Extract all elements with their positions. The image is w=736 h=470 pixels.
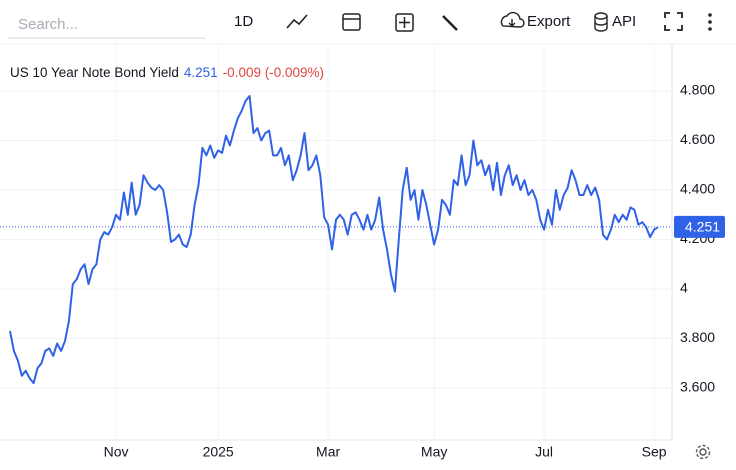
calendar-icon[interactable] [342, 13, 361, 31]
legend: US 10 Year Note Bond Yield 4.251 -0.009 (-… [10, 65, 324, 80]
y-tick-label: 3.800 [680, 329, 715, 345]
x-tick-label: Mar [316, 444, 340, 460]
x-tick-label: 2025 [203, 444, 234, 460]
api-button[interactable]: API [612, 13, 636, 30]
price-line [9, 95, 659, 385]
x-tick-label: Nov [104, 444, 129, 460]
grid [0, 44, 672, 440]
x-tick-label: May [421, 444, 447, 460]
settings-wrench-icon[interactable] [442, 15, 458, 31]
last-price-label: 4.251 [685, 219, 720, 235]
export-button[interactable]: Export [527, 13, 571, 30]
interval-button[interactable]: 1D [234, 13, 253, 30]
y-tick-label: 4.400 [680, 181, 715, 197]
api-icon[interactable] [594, 12, 608, 20]
legend-symbol: US 10 Year Note Bond Yield [10, 65, 179, 80]
legend-last-value: 4.251 [184, 65, 218, 80]
settings-gear[interactable] [695, 444, 711, 460]
y-tick-label: 4.800 [680, 82, 715, 98]
y-tick-label: 3.600 [680, 379, 715, 395]
add-indicator-icon[interactable] [395, 13, 414, 32]
legend-title: US 10 Year Note Bond Yield 4.251 -0.009 (-… [10, 65, 324, 80]
search-input[interactable]: Search... [18, 16, 78, 33]
add-indicator-plus [399, 17, 410, 28]
toolbar: Search... 1D Export API [8, 11, 712, 39]
x-tick-label: Sep [642, 444, 667, 460]
api-icon-body [594, 16, 608, 32]
export-icon[interactable] [500, 11, 525, 28]
legend-change: -0.009 (-0.009%) [223, 65, 324, 80]
chart-type-icon[interactable] [286, 14, 308, 29]
y-tick-label: 4 [680, 280, 688, 296]
menu-icon[interactable] [708, 13, 712, 31]
x-tick-label: Jul [535, 444, 553, 460]
last-price-badge [674, 215, 725, 238]
y-tick-label: 4.600 [680, 131, 715, 147]
plot [0, 95, 672, 385]
fullscreen-icon[interactable] [664, 12, 683, 31]
